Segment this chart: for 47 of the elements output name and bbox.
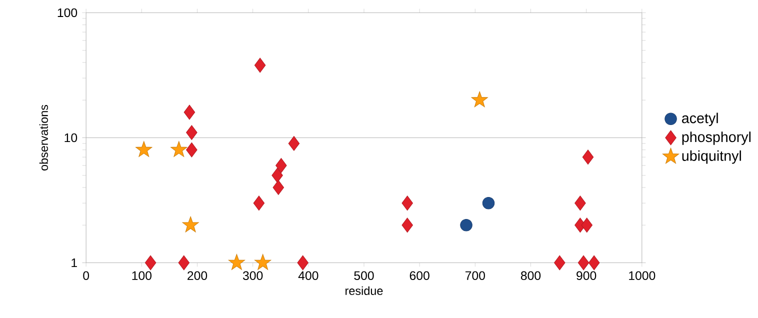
point <box>554 255 566 270</box>
point <box>471 91 488 107</box>
point <box>402 195 413 210</box>
point <box>582 149 594 164</box>
x-tick-label: 300 <box>242 271 263 280</box>
x-tick-label: 500 <box>354 271 374 280</box>
x-tick-label: 0 <box>83 271 90 280</box>
point <box>460 218 472 232</box>
y-tick-label: 10 <box>64 133 78 142</box>
point <box>136 140 152 157</box>
x-tick-label: 400 <box>298 271 318 280</box>
point <box>272 168 283 183</box>
point <box>588 255 600 270</box>
legend-label: acetyl <box>682 112 718 126</box>
x-tick-label: 200 <box>188 271 208 280</box>
point <box>402 217 413 232</box>
point <box>581 217 593 232</box>
point <box>574 195 586 210</box>
point <box>184 104 196 120</box>
point <box>254 58 266 72</box>
x-axis-title: residue <box>346 286 383 295</box>
point <box>253 195 265 210</box>
x-tick-label: 700 <box>465 271 485 280</box>
point <box>228 254 245 270</box>
x-tick-label: 800 <box>520 271 541 280</box>
x-tick-label: 1000 <box>629 271 656 280</box>
x-tick-label: 900 <box>576 271 596 280</box>
point <box>288 136 300 151</box>
legend-label: phosphoryl <box>682 131 751 145</box>
y-axis-title: observations <box>39 104 48 170</box>
point <box>276 158 287 173</box>
point <box>178 255 190 270</box>
y-tick-label: 100 <box>58 8 78 17</box>
legend-label: ubiquitnyl <box>682 150 741 164</box>
point <box>297 255 308 270</box>
y-tick-label: 1 <box>72 258 77 267</box>
point <box>482 196 495 210</box>
point <box>186 124 198 140</box>
x-tick-label: 100 <box>132 271 152 280</box>
point <box>186 142 198 158</box>
x-tick-label: 600 <box>410 271 430 280</box>
point <box>170 140 188 157</box>
point <box>254 254 272 270</box>
point <box>578 255 590 270</box>
point <box>272 180 284 195</box>
point <box>182 216 199 232</box>
point <box>144 255 156 270</box>
